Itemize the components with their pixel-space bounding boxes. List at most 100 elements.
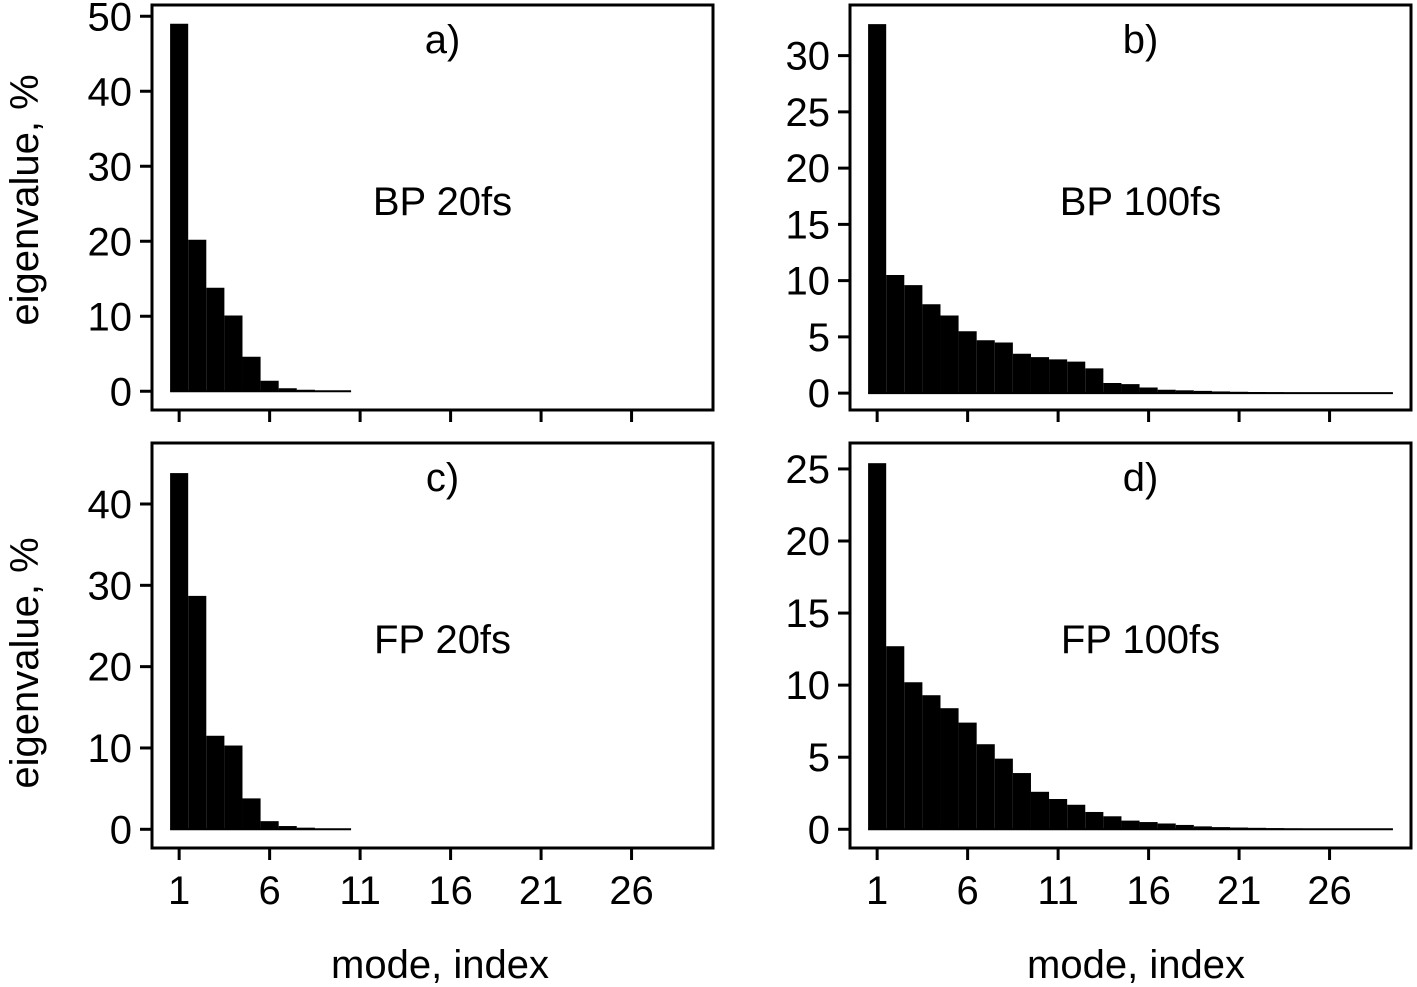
x-tick-label: 11 <box>1037 869 1079 913</box>
bar-mode-3 <box>206 735 225 830</box>
bar-mode-5 <box>940 315 959 394</box>
x-tick-label: 6 <box>259 869 281 913</box>
x-tick-label: 11 <box>339 869 381 913</box>
y-tick-label: 40 <box>88 70 133 114</box>
y-tick-label: 30 <box>88 564 133 608</box>
bar-mode-10 <box>1030 791 1050 830</box>
x-tick-label: 1 <box>866 869 888 913</box>
bar-mode-11 <box>1049 359 1068 394</box>
y-tick-label: 20 <box>88 646 133 690</box>
panel-annotation: FP 100fs <box>1061 618 1220 662</box>
bar-mode-4 <box>224 315 243 392</box>
bar-mode-15 <box>1121 384 1140 394</box>
plot-frame <box>848 441 1413 850</box>
y-tick-label: 20 <box>786 520 831 564</box>
bar-mode-2 <box>886 646 905 830</box>
bar-mode-12 <box>1067 361 1086 394</box>
y-tick-label: 10 <box>786 260 831 304</box>
y-tick-label: 0 <box>808 808 830 852</box>
panel-letter-b: b) <box>1123 18 1159 62</box>
panel-annotation: FP 20fs <box>374 618 511 662</box>
y-axis-label-bottom: eigenvalue, % <box>3 537 47 788</box>
bar-mode-6 <box>260 821 279 830</box>
bar-mode-7 <box>278 388 297 392</box>
y-axis-label-top: eigenvalue, % <box>3 74 47 325</box>
bar-mode-7 <box>976 744 995 830</box>
y-tick-label: 20 <box>88 220 133 264</box>
x-axis-label-right: mode, index <box>1027 943 1245 987</box>
bar-mode-4 <box>922 695 941 830</box>
bar-mode-4 <box>922 304 941 394</box>
panel-b: 0 5 10 15 20 25 30 b) BP 100fs <box>786 3 1413 422</box>
bar-mode-6 <box>958 331 977 394</box>
x-axis-label-left: mode, index <box>331 943 549 987</box>
bar-mode-16 <box>1139 387 1158 394</box>
bar-mode-7 <box>976 340 995 394</box>
bar-mode-3 <box>206 287 225 392</box>
bar-mode-10 <box>1030 357 1050 394</box>
bar-mode-13 <box>1085 368 1104 394</box>
y-tick-label: 0 <box>110 370 132 414</box>
panel-letter-a: a) <box>425 18 461 62</box>
bar-mode-3 <box>904 682 923 830</box>
y-tick-label: 0 <box>110 808 132 852</box>
panel-letter-d: d) <box>1123 456 1159 500</box>
y-tick-label: 0 <box>808 372 830 416</box>
x-tick-label: 16 <box>428 869 473 913</box>
panel-letter-c: c) <box>426 456 459 500</box>
bar-mode-6 <box>958 722 977 830</box>
bar-mode-1 <box>170 473 189 830</box>
y-tick-label: 30 <box>786 35 831 79</box>
bar-mode-4 <box>224 745 243 830</box>
bar-mode-15 <box>1121 820 1140 830</box>
y-tick-label: 5 <box>808 736 830 780</box>
bar-mode-20 <box>1211 827 1231 830</box>
y-tick-label: 25 <box>786 448 831 492</box>
x-tick-label: 16 <box>1126 869 1171 913</box>
y-tick-label: 10 <box>786 664 831 708</box>
x-tick-label: 21 <box>519 869 564 913</box>
y-tick-label: 20 <box>786 147 831 191</box>
bar-mode-5 <box>242 356 261 392</box>
bar-mode-1 <box>170 23 189 392</box>
bar-mode-14 <box>1103 383 1122 394</box>
bar-mode-18 <box>1175 824 1194 830</box>
y-tick-label: 10 <box>88 295 133 339</box>
bar-mode-9 <box>1012 353 1031 394</box>
bar-mode-2 <box>886 275 905 394</box>
bar-mode-19 <box>1193 390 1212 394</box>
y-tick-label: 15 <box>786 203 831 247</box>
plot-frame <box>150 3 715 412</box>
plot-frame <box>150 441 715 850</box>
bar-mode-16 <box>1139 822 1158 830</box>
y-tick-label: 40 <box>88 483 133 527</box>
bar-mode-7 <box>278 826 297 830</box>
bar-mode-17 <box>1157 389 1176 394</box>
bar-mode-14 <box>1103 816 1122 830</box>
bar-mode-11 <box>1049 798 1068 830</box>
bar-mode-3 <box>904 285 923 394</box>
bar-mode-8 <box>994 758 1013 830</box>
y-tick-label: 30 <box>88 145 133 189</box>
x-tick-label: 26 <box>609 869 654 913</box>
y-tick-label: 10 <box>88 727 133 771</box>
bar-mode-12 <box>1067 804 1086 830</box>
bar-mode-2 <box>188 595 207 830</box>
panel-annotation: BP 20fs <box>373 180 512 224</box>
y-tick-label: 5 <box>808 316 830 360</box>
bar-mode-17 <box>1157 823 1176 830</box>
y-tick-label: 25 <box>786 91 831 135</box>
bar-mode-1 <box>868 24 887 394</box>
bar-mode-5 <box>242 798 261 830</box>
bar-mode-8 <box>994 342 1013 394</box>
panel-a: 0 10 20 30 40 50 a) BP 20fs <box>88 0 715 422</box>
bar-mode-9 <box>1012 773 1031 830</box>
x-tick-label: 6 <box>957 869 979 913</box>
y-tick-label: 50 <box>88 0 133 39</box>
plot-frame <box>848 3 1413 412</box>
bar-mode-2 <box>188 239 207 392</box>
bar-mode-6 <box>260 380 279 392</box>
